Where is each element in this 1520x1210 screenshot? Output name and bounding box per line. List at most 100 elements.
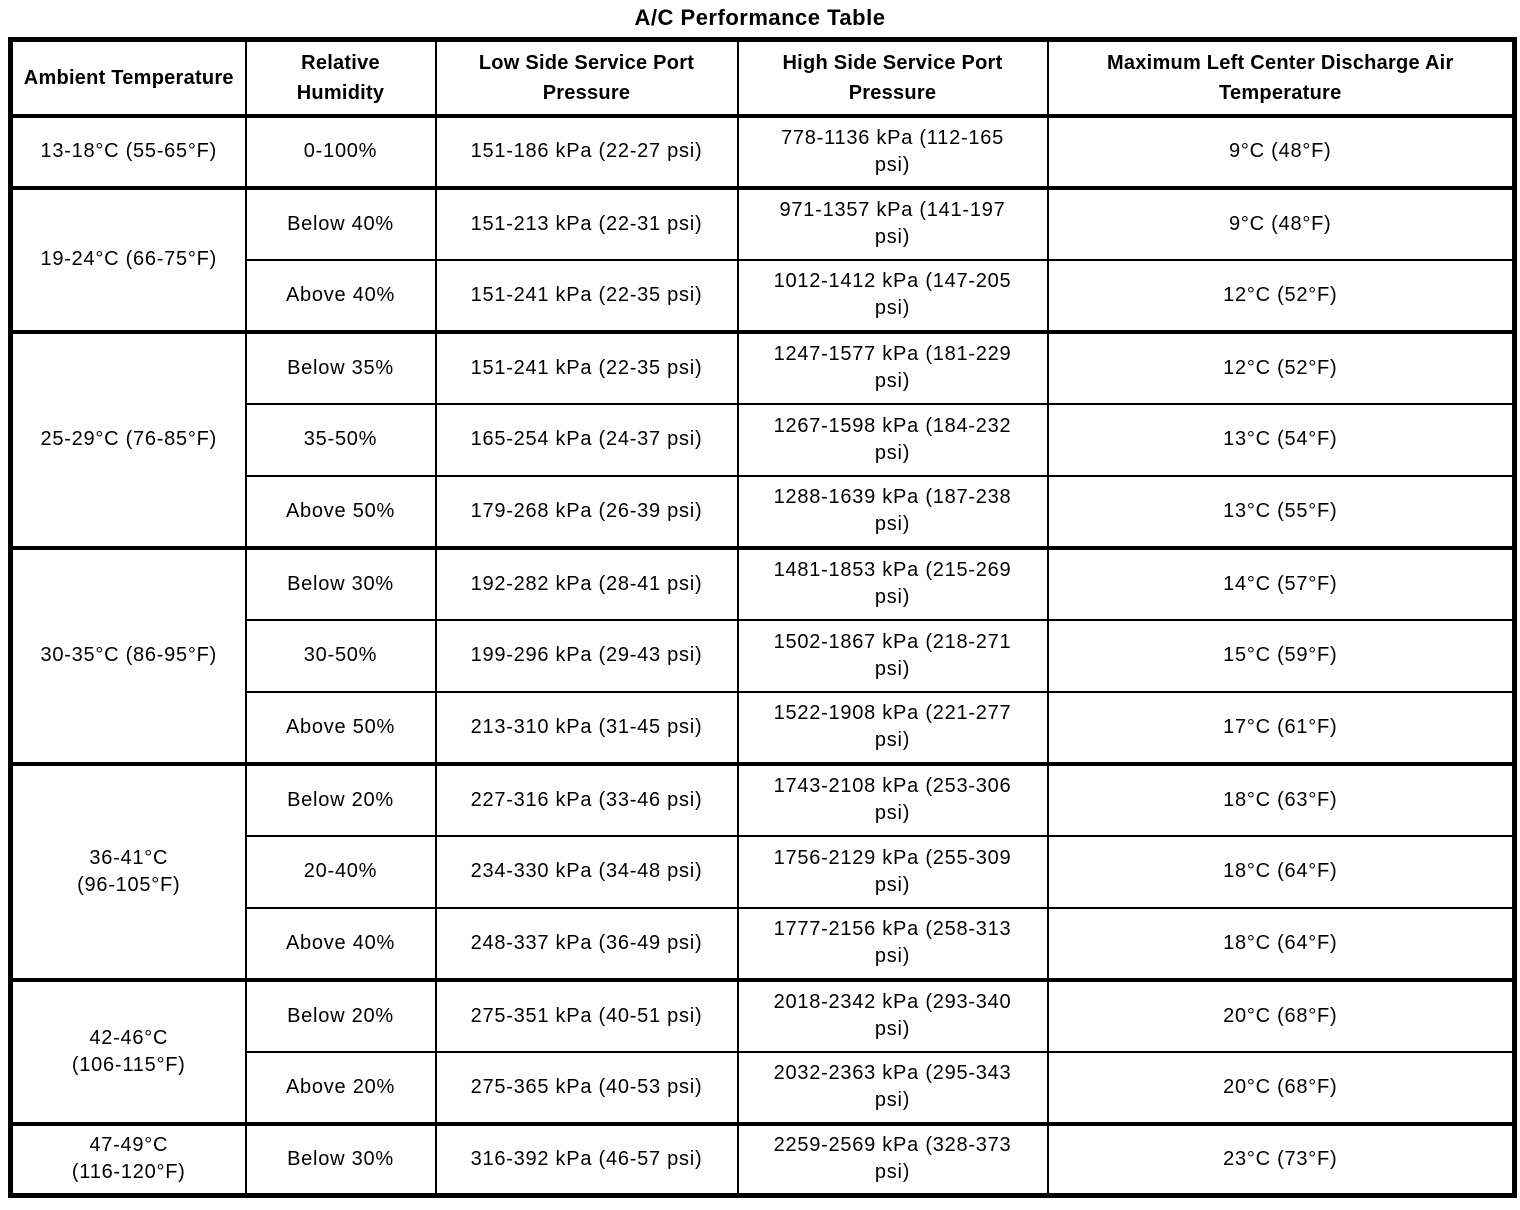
high-side-pressure-cell: 1756-2129 kPa (255-309 psi) xyxy=(736,834,1049,909)
ambient-temperature-cell: 47-49°C (116-120°F) xyxy=(9,1121,247,1197)
col-header-relative-humidity: Relative Humidity xyxy=(244,38,437,118)
low-side-pressure-cell: 151-213 kPa (22-31 psi) xyxy=(434,185,739,261)
ac-performance-table: Ambient Temperature Relative Humidity Lo… xyxy=(8,37,1517,1198)
page-title: A/C Performance Table xyxy=(634,5,886,30)
relative-humidity-cell: 0-100% xyxy=(244,113,437,189)
table-row: 42-46°C (106-115°F) Below 20% 275-351 kP… xyxy=(9,977,1516,1125)
table-row: 20-40% 234-330 kPa (34-48 psi) 1756-2129… xyxy=(11,834,1516,909)
table-row: Above 50% 179-268 kPa (26-39 psi) 1288-1… xyxy=(11,474,1516,549)
low-side-pressure-cell: 316-392 kPa (46-57 psi) xyxy=(434,1121,739,1197)
col-header-high-side-pressure: High Side Service Port Pressure xyxy=(736,38,1049,118)
relative-humidity-cell: 30-50% xyxy=(244,618,437,693)
max-discharge-temperature-cell: 12°C (52°F) xyxy=(1046,329,1516,405)
ambient-line: (116-120°F) xyxy=(71,1161,186,1184)
low-side-pressure-cell: 275-351 kPa (40-51 psi) xyxy=(434,977,739,1053)
max-discharge-temperature-cell: 23°C (73°F) xyxy=(1046,1121,1516,1197)
ambient-line: 13-18°C (55-65°F) xyxy=(40,140,218,162)
ambient-line: (106-115°F) xyxy=(71,1053,186,1076)
low-side-pressure-cell: 213-310 kPa (31-45 psi) xyxy=(434,690,739,765)
relative-humidity-cell: Above 50% xyxy=(244,690,437,765)
col-header-ambient-temperature: Ambient Temperature xyxy=(9,38,247,118)
relative-humidity-cell: Below 30% xyxy=(244,1121,437,1197)
high-side-pressure-cell: 971-1357 kPa (141-197 psi) xyxy=(736,185,1049,261)
low-side-pressure-cell: 179-268 kPa (26-39 psi) xyxy=(434,474,739,549)
high-side-pressure-cell: 1743-2108 kPa (253-306 psi) xyxy=(736,761,1049,837)
ambient-line: 30-35°C (86-95°F) xyxy=(40,644,218,666)
table-row: Above 50% 213-310 kPa (31-45 psi) 1522-1… xyxy=(11,690,1516,765)
table-row: 36-41°C (96-105°F) Below 20% 227-316 kPa… xyxy=(9,761,1516,981)
max-discharge-temperature-cell: 12°C (52°F) xyxy=(1046,258,1516,333)
high-side-pressure-cell: 1247-1577 kPa (181-229 psi) xyxy=(736,329,1049,405)
relative-humidity-cell: Above 40% xyxy=(244,906,437,981)
low-side-pressure-cell: 151-241 kPa (22-35 psi) xyxy=(434,258,739,333)
table-row: 30-50% 199-296 kPa (29-43 psi) 1502-1867… xyxy=(11,618,1516,693)
table-row: Above 20% 275-365 kPa (40-53 psi) 2032-2… xyxy=(11,1050,1516,1125)
table-row: 47-49°C (116-120°F) Below 30% 316-392 kP… xyxy=(9,1121,1516,1197)
relative-humidity-cell: Below 20% xyxy=(244,761,437,837)
ambient-temperature-cell: 30-35°C (86-95°F) xyxy=(9,545,247,765)
table-row: 35-50% 165-254 kPa (24-37 psi) 1267-1598… xyxy=(11,402,1516,477)
ambient-line: 47-49°C xyxy=(89,1134,169,1157)
ambient-temperature-cell: 13-18°C (55-65°F) xyxy=(9,113,247,189)
table-row: 19-24°C (66-75°F) Below 40% 151-213 kPa … xyxy=(9,185,1516,333)
max-discharge-temperature-cell: 18°C (63°F) xyxy=(1046,761,1516,837)
max-discharge-temperature-cell: 17°C (61°F) xyxy=(1046,690,1516,765)
max-discharge-temperature-cell: 9°C (48°F) xyxy=(1046,113,1516,189)
table-row: Above 40% 151-241 kPa (22-35 psi) 1012-1… xyxy=(11,258,1516,333)
ambient-temperature-cell: 42-46°C (106-115°F) xyxy=(9,977,247,1125)
low-side-pressure-cell: 275-365 kPa (40-53 psi) xyxy=(434,1050,739,1125)
ambient-line: 42-46°C xyxy=(89,1026,169,1049)
max-discharge-temperature-cell: 14°C (57°F) xyxy=(1046,545,1516,621)
low-side-pressure-cell: 199-296 kPa (29-43 psi) xyxy=(434,618,739,693)
ambient-line: (96-105°F) xyxy=(77,873,181,896)
max-discharge-temperature-cell: 20°C (68°F) xyxy=(1046,977,1516,1053)
high-side-pressure-cell: 1481-1853 kPa (215-269 psi) xyxy=(736,545,1049,621)
table-row: 25-29°C (76-85°F) Below 35% 151-241 kPa … xyxy=(9,329,1516,549)
relative-humidity-cell: 20-40% xyxy=(244,834,437,909)
high-side-pressure-cell: 2018-2342 kPa (293-340 psi) xyxy=(736,977,1049,1053)
ambient-line: 19-24°C (66-75°F) xyxy=(40,248,218,270)
table-row: 30-35°C (86-95°F) Below 30% 192-282 kPa … xyxy=(9,545,1516,765)
max-discharge-temperature-cell: 15°C (59°F) xyxy=(1046,618,1516,693)
relative-humidity-cell: Below 40% xyxy=(244,185,437,261)
high-side-pressure-cell: 1267-1598 kPa (184-232 psi) xyxy=(736,402,1049,477)
relative-humidity-cell: Above 20% xyxy=(244,1050,437,1125)
high-side-pressure-cell: 1522-1908 kPa (221-277 psi) xyxy=(736,690,1049,765)
relative-humidity-cell: Above 40% xyxy=(244,258,437,333)
ambient-line: 36-41°C xyxy=(89,846,169,869)
high-side-pressure-cell: 2259-2569 kPa (328-373 psi) xyxy=(736,1121,1049,1197)
low-side-pressure-cell: 165-254 kPa (24-37 psi) xyxy=(434,402,739,477)
max-discharge-temperature-cell: 20°C (68°F) xyxy=(1046,1050,1516,1125)
high-side-pressure-cell: 2032-2363 kPa (295-343 psi) xyxy=(736,1050,1049,1125)
ambient-temperature-cell: 19-24°C (66-75°F) xyxy=(9,185,247,333)
relative-humidity-cell: Above 50% xyxy=(244,474,437,549)
low-side-pressure-cell: 234-330 kPa (34-48 psi) xyxy=(434,834,739,909)
max-discharge-temperature-cell: 18°C (64°F) xyxy=(1046,834,1516,909)
low-side-pressure-cell: 151-186 kPa (22-27 psi) xyxy=(434,113,739,189)
table-row: 13-18°C (55-65°F) 0-100% 151-186 kPa (22… xyxy=(9,113,1516,189)
max-discharge-temperature-cell: 13°C (54°F) xyxy=(1046,402,1516,477)
table-row: Above 40% 248-337 kPa (36-49 psi) 1777-2… xyxy=(11,906,1516,981)
high-side-pressure-cell: 1012-1412 kPa (147-205 psi) xyxy=(736,258,1049,333)
high-side-pressure-cell: 778-1136 kPa (112-165 psi) xyxy=(736,113,1049,189)
relative-humidity-cell: 35-50% xyxy=(244,402,437,477)
ambient-temperature-cell: 25-29°C (76-85°F) xyxy=(9,329,247,549)
low-side-pressure-cell: 248-337 kPa (36-49 psi) xyxy=(434,906,739,981)
col-header-max-discharge-temperature: Maximum Left Center Discharge Air Temper… xyxy=(1046,38,1516,118)
low-side-pressure-cell: 192-282 kPa (28-41 psi) xyxy=(434,545,739,621)
high-side-pressure-cell: 1288-1639 kPa (187-238 psi) xyxy=(736,474,1049,549)
ambient-temperature-cell: 36-41°C (96-105°F) xyxy=(9,761,247,981)
relative-humidity-cell: Below 35% xyxy=(244,329,437,405)
ambient-line: 25-29°C (76-85°F) xyxy=(40,428,218,450)
relative-humidity-cell: Below 20% xyxy=(244,977,437,1053)
max-discharge-temperature-cell: 13°C (55°F) xyxy=(1046,474,1516,549)
max-discharge-temperature-cell: 9°C (48°F) xyxy=(1046,185,1516,261)
high-side-pressure-cell: 1502-1867 kPa (218-271 psi) xyxy=(736,618,1049,693)
low-side-pressure-cell: 151-241 kPa (22-35 psi) xyxy=(434,329,739,405)
high-side-pressure-cell: 1777-2156 kPa (258-313 psi) xyxy=(736,906,1049,981)
max-discharge-temperature-cell: 18°C (64°F) xyxy=(1046,906,1516,981)
relative-humidity-cell: Below 30% xyxy=(244,545,437,621)
low-side-pressure-cell: 227-316 kPa (33-46 psi) xyxy=(434,761,739,837)
header-row: Ambient Temperature Relative Humidity Lo… xyxy=(9,38,1516,118)
col-header-low-side-pressure: Low Side Service Port Pressure xyxy=(434,38,739,118)
